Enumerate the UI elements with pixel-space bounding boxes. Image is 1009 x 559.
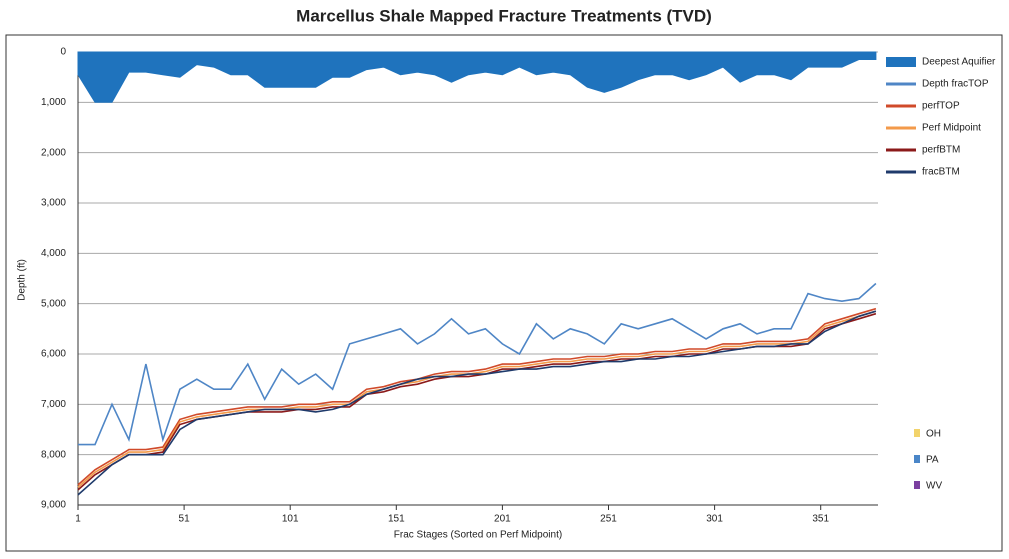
y-tick-label: 9,000 xyxy=(41,500,66,511)
series-line xyxy=(77,307,877,486)
series-line xyxy=(77,310,877,488)
state-swatch xyxy=(914,429,920,437)
series-line xyxy=(77,310,877,496)
series-line xyxy=(78,282,877,446)
y-tick-label: 4,000 xyxy=(41,248,66,259)
legend-label: Deepest Aquifier xyxy=(922,57,996,68)
x-tick-label: 301 xyxy=(706,514,723,525)
y-tick-label: 5,000 xyxy=(41,298,66,309)
x-tick-label: 51 xyxy=(179,514,191,525)
y-tick-label: 8,000 xyxy=(41,449,66,460)
y-tick-label: 1,000 xyxy=(41,97,66,108)
x-tick-label: 201 xyxy=(494,514,511,525)
legend-label: fracBTM xyxy=(922,167,960,178)
state-swatch xyxy=(914,481,920,489)
y-tick-label: 2,000 xyxy=(41,147,66,158)
state-label: WV xyxy=(926,481,942,492)
aquifer-area xyxy=(77,51,877,103)
x-axis-label: Frac Stages (Sorted on Perf Midpoint) xyxy=(394,530,562,541)
x-tick-label: 1 xyxy=(75,514,81,525)
chart-border xyxy=(5,34,1003,552)
legend-label: Depth fracTOP xyxy=(922,79,989,90)
legend-swatch xyxy=(886,57,916,67)
series-line xyxy=(77,312,877,491)
y-tick-label: 6,000 xyxy=(41,349,66,360)
y-tick-label: 7,000 xyxy=(41,399,66,410)
y-tick-label: 0 xyxy=(60,47,66,58)
x-tick-label: 101 xyxy=(282,514,299,525)
x-tick-label: 151 xyxy=(388,514,405,525)
chart-title: Marcellus Shale Mapped Fracture Treatmen… xyxy=(296,6,712,25)
legend-label: perfTOP xyxy=(922,101,960,112)
y-axis-label: Depth (ft) xyxy=(17,259,28,301)
state-label: OH xyxy=(926,429,941,440)
state-label: PA xyxy=(926,455,939,466)
state-swatch xyxy=(914,455,920,463)
y-tick-label: 3,000 xyxy=(41,198,66,209)
x-tick-label: 351 xyxy=(812,514,829,525)
legend-label: Perf Midpoint xyxy=(922,123,981,134)
legend-label: perfBTM xyxy=(922,145,960,156)
x-tick-label: 251 xyxy=(600,514,617,525)
